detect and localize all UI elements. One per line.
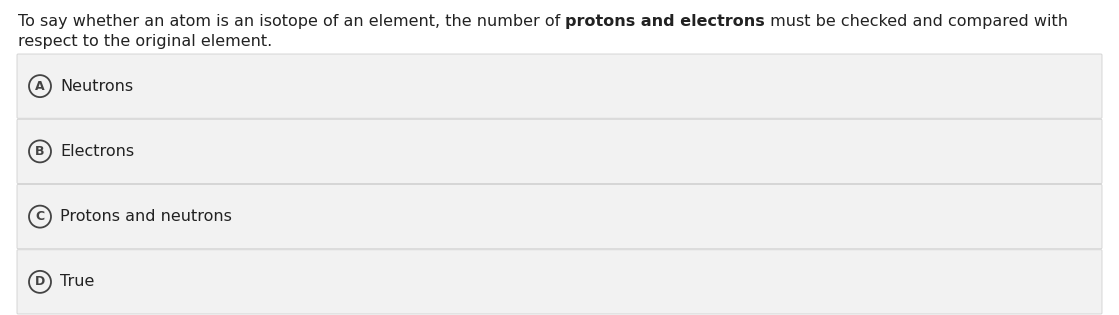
Ellipse shape [29, 271, 51, 293]
Ellipse shape [29, 140, 51, 162]
FancyBboxPatch shape [17, 119, 1102, 184]
Text: respect to the original element.: respect to the original element. [18, 34, 272, 49]
Text: Electrons: Electrons [60, 144, 134, 159]
Text: must be checked and compared with: must be checked and compared with [765, 14, 1069, 29]
Text: B: B [36, 145, 45, 158]
Text: To say whether an atom is an isotope of an element, the number of: To say whether an atom is an isotope of … [18, 14, 565, 29]
FancyBboxPatch shape [17, 54, 1102, 118]
Text: A: A [35, 80, 45, 93]
Text: protons and electrons: protons and electrons [565, 14, 765, 29]
FancyBboxPatch shape [17, 185, 1102, 249]
Text: C: C [36, 210, 45, 223]
Text: D: D [35, 275, 45, 288]
Text: Neutrons: Neutrons [60, 79, 133, 94]
Text: Protons and neutrons: Protons and neutrons [60, 209, 232, 224]
Ellipse shape [29, 75, 51, 97]
Ellipse shape [29, 206, 51, 228]
FancyBboxPatch shape [17, 250, 1102, 314]
Text: True: True [60, 274, 94, 289]
